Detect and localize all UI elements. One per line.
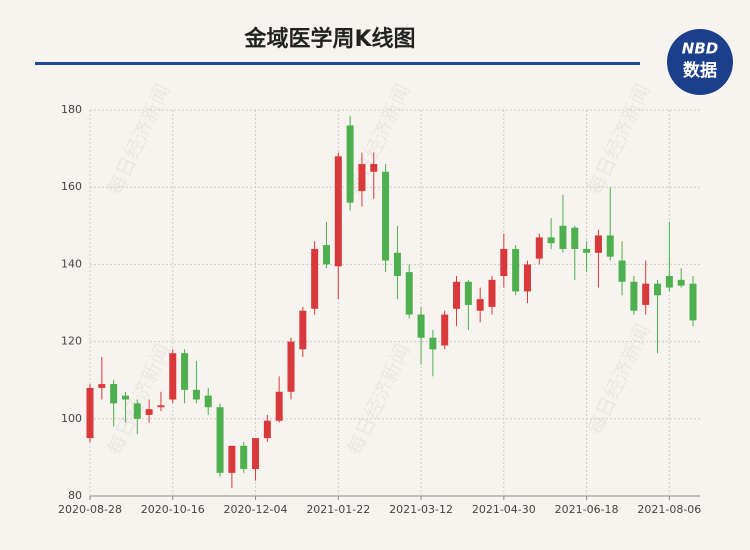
candle-body — [441, 314, 449, 346]
candle-body — [654, 283, 662, 296]
candle-body — [86, 387, 94, 439]
candle-body — [523, 264, 531, 292]
chart-title: 金域医学周K线图 — [243, 26, 415, 52]
candle-body — [464, 281, 472, 305]
candle-body — [535, 237, 543, 259]
candle-body — [405, 272, 413, 315]
candle-body — [429, 337, 437, 350]
candle-body — [453, 281, 461, 309]
candle-body — [559, 225, 567, 249]
candle-body — [358, 164, 366, 192]
candle-body — [157, 405, 165, 408]
x-tick-label: 2021-08-06 — [637, 503, 701, 516]
candle-body — [476, 299, 484, 311]
candle-body — [630, 281, 638, 311]
y-tick-label: 80 — [68, 489, 82, 502]
candle-body — [299, 310, 307, 350]
candle-body — [689, 283, 697, 321]
candle-body — [500, 248, 508, 276]
candle-body — [287, 341, 295, 392]
x-tick-label: 2020-12-04 — [224, 503, 288, 516]
candle-body — [346, 125, 354, 203]
y-tick-label: 160 — [61, 180, 82, 193]
candle-body — [322, 245, 330, 265]
candle-body — [606, 235, 614, 257]
x-tick-label: 2021-03-12 — [389, 503, 453, 516]
logo — [667, 29, 733, 95]
logo-text: 数据 — [683, 60, 717, 81]
candle-body — [204, 395, 212, 408]
candle-body — [512, 248, 520, 292]
candle-body — [334, 156, 342, 267]
candle-body — [181, 353, 189, 390]
candle-body — [216, 407, 224, 473]
candle-body — [98, 384, 106, 388]
candle-body — [547, 237, 555, 244]
candle-body — [618, 260, 626, 282]
candle-body — [133, 403, 141, 419]
x-tick-label: 2020-08-28 — [58, 503, 122, 516]
candle-body — [252, 438, 260, 469]
logo-text: NBD — [682, 40, 718, 58]
y-tick-label: 100 — [61, 412, 82, 425]
candle-body — [121, 395, 129, 400]
candle-body — [110, 384, 118, 404]
candle-body — [665, 275, 673, 288]
x-tick-label: 2020-10-16 — [141, 503, 205, 516]
x-tick-label: 2021-01-22 — [306, 503, 370, 516]
candle-body — [263, 420, 271, 439]
candle-body — [393, 252, 401, 276]
candle-body — [169, 353, 177, 400]
candle-body — [382, 171, 390, 261]
x-tick-label: 2021-04-30 — [472, 503, 536, 516]
y-tick-label: 140 — [61, 257, 82, 270]
x-tick-label: 2021-06-18 — [555, 503, 619, 516]
candle-body — [275, 391, 283, 421]
title-rule — [35, 62, 640, 65]
candle-body — [594, 235, 602, 253]
y-tick-label: 120 — [61, 335, 82, 348]
candle-body — [417, 314, 425, 338]
candle-body — [240, 445, 248, 469]
candle-body — [583, 248, 591, 253]
candle-body — [642, 283, 650, 305]
candle-body — [145, 409, 153, 415]
candle-body — [488, 279, 496, 307]
candle-body — [228, 445, 236, 473]
candle-body — [677, 279, 685, 286]
candle-body — [192, 389, 200, 400]
candle-body — [370, 164, 378, 172]
candle-body — [311, 248, 319, 309]
y-tick-label: 180 — [61, 103, 82, 116]
candle-body — [571, 227, 579, 249]
